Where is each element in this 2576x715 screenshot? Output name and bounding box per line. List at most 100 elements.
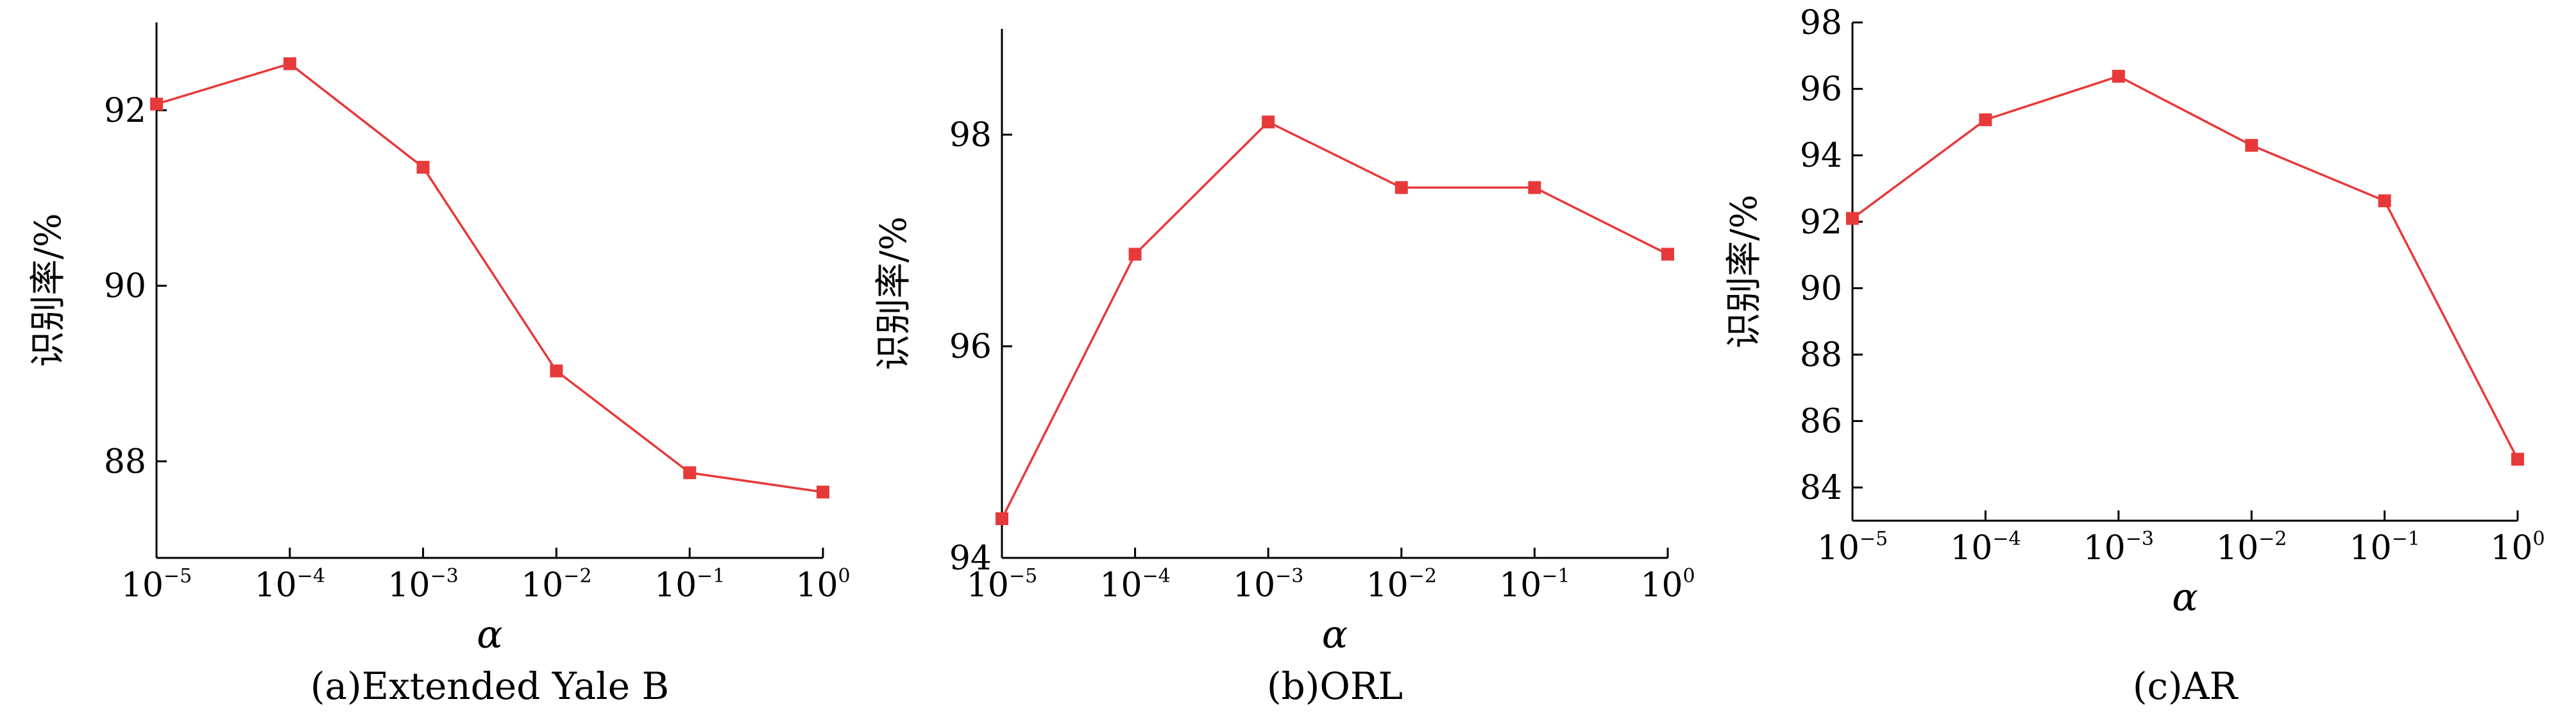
x-tick-label: 10−3 bbox=[1233, 565, 1303, 605]
x-tick-base: 10 bbox=[121, 566, 164, 605]
x-tick-exponent: −1 bbox=[1541, 565, 1570, 587]
x-tick-label: 100 bbox=[2490, 528, 2545, 568]
data-point bbox=[1394, 181, 1408, 194]
x-tick-base: 10 bbox=[654, 566, 697, 605]
data-point bbox=[416, 160, 430, 174]
x-tick-exponent: −3 bbox=[2126, 528, 2154, 550]
series-line bbox=[1851, 75, 2519, 460]
x-tick-label: 100 bbox=[1640, 565, 1695, 605]
y-tick-label: 98 bbox=[1800, 4, 1842, 42]
x-tick-label: 10−4 bbox=[1950, 528, 2021, 568]
x-tick-label: 10−1 bbox=[1499, 565, 1570, 605]
x-tick-base: 10 bbox=[795, 566, 838, 605]
y-axis-label: 识别率/% bbox=[873, 216, 915, 370]
x-tick-exponent: −2 bbox=[1409, 565, 1437, 587]
x-tick-base: 10 bbox=[1640, 566, 1682, 605]
x-tick-base: 10 bbox=[1817, 529, 1860, 568]
x-tick-exponent: −1 bbox=[2392, 528, 2420, 550]
data-point bbox=[1528, 181, 1541, 194]
x-tick-base: 10 bbox=[1233, 566, 1275, 605]
x-axis-label: α bbox=[2172, 575, 2198, 620]
x-tick-base: 10 bbox=[967, 566, 1009, 605]
series-line bbox=[1001, 121, 1668, 519]
x-tick-exponent: −4 bbox=[297, 565, 325, 587]
data-point bbox=[283, 57, 296, 71]
x-tick-label: 10−1 bbox=[2349, 528, 2419, 568]
y-tick-label: 92 bbox=[104, 92, 146, 130]
data-point bbox=[817, 485, 829, 499]
x-tick-label: 10−3 bbox=[387, 565, 458, 605]
x-tick-exponent: −5 bbox=[164, 565, 192, 587]
x-tick-base: 10 bbox=[521, 566, 563, 605]
x-tick-exponent: −1 bbox=[697, 565, 725, 587]
series-line bbox=[156, 62, 824, 494]
data-point bbox=[683, 466, 697, 480]
x-tick-label: 10−5 bbox=[121, 565, 192, 605]
x-tick-label: 10−1 bbox=[654, 565, 725, 605]
x-tick-base: 10 bbox=[2083, 529, 2126, 568]
y-tick-label: 90 bbox=[104, 267, 146, 306]
data-point bbox=[1128, 248, 1142, 261]
data-point bbox=[1262, 115, 1275, 129]
x-tick-exponent: −2 bbox=[563, 565, 591, 587]
x-tick-exponent: 0 bbox=[1683, 565, 1695, 587]
x-tick-base: 10 bbox=[255, 566, 297, 605]
x-tick-exponent: −4 bbox=[1992, 528, 2021, 550]
data-point bbox=[1661, 248, 1674, 261]
x-tick-base: 10 bbox=[2490, 529, 2532, 568]
x-tick-exponent: −4 bbox=[1142, 565, 1171, 587]
x-tick-exponent: −3 bbox=[430, 565, 459, 587]
x-tick-base: 10 bbox=[2216, 529, 2258, 568]
data-point bbox=[550, 364, 563, 378]
x-tick-label: 100 bbox=[795, 565, 850, 605]
y-axis-label: 识别率/% bbox=[1724, 194, 1765, 348]
x-tick-exponent: 0 bbox=[838, 565, 851, 587]
y-tick-label: 98 bbox=[949, 116, 992, 155]
x-axis-label: α bbox=[477, 612, 503, 657]
panel-caption: (b)ORL bbox=[1267, 664, 1403, 708]
x-tick-label: 10−2 bbox=[521, 565, 591, 605]
data-point bbox=[2378, 194, 2391, 208]
data-point bbox=[1846, 212, 1859, 225]
y-tick-label: 96 bbox=[1800, 71, 1842, 109]
y-tick-label: 88 bbox=[104, 442, 146, 481]
x-tick-label: 10−2 bbox=[1366, 565, 1437, 605]
x-tick-base: 10 bbox=[2349, 529, 2391, 568]
x-tick-exponent: −5 bbox=[1860, 528, 1888, 550]
data-point bbox=[2112, 69, 2125, 83]
y-tick-label: 92 bbox=[1800, 203, 1842, 242]
data-point bbox=[2511, 453, 2524, 466]
y-tick-label: 84 bbox=[1800, 469, 1842, 507]
data-point bbox=[150, 97, 163, 111]
x-tick-label: 10−5 bbox=[1817, 528, 1888, 568]
y-tick-label: 94 bbox=[1800, 137, 1842, 175]
x-tick-label: 10−4 bbox=[255, 565, 325, 605]
x-tick-base: 10 bbox=[1499, 566, 1541, 605]
panel-caption: (c)AR bbox=[2133, 664, 2239, 708]
x-tick-exponent: 0 bbox=[2533, 528, 2545, 550]
y-tick-label: 90 bbox=[1800, 269, 1842, 308]
x-tick-base: 10 bbox=[387, 566, 430, 605]
y-tick-label: 94 bbox=[949, 539, 992, 578]
y-axis-label: 识别率/% bbox=[28, 213, 69, 367]
x-tick-label: 10−5 bbox=[967, 565, 1037, 605]
x-tick-base: 10 bbox=[1950, 529, 1992, 568]
panel-caption: (a)Extended Yale B bbox=[310, 664, 669, 708]
y-tick-label: 86 bbox=[1800, 403, 1842, 441]
data-point bbox=[1979, 113, 1992, 126]
x-tick-base: 10 bbox=[1099, 566, 1142, 605]
x-tick-label: 10−2 bbox=[2216, 528, 2287, 568]
x-tick-label: 10−3 bbox=[2083, 528, 2154, 568]
y-tick-label: 96 bbox=[949, 328, 992, 366]
x-tick-label: 10−4 bbox=[1099, 565, 1170, 605]
data-point bbox=[996, 512, 1008, 525]
x-axis-label: α bbox=[1322, 612, 1348, 657]
x-tick-exponent: −2 bbox=[2258, 528, 2287, 550]
y-tick-label: 88 bbox=[1800, 336, 1842, 374]
x-tick-exponent: −3 bbox=[1275, 565, 1303, 587]
